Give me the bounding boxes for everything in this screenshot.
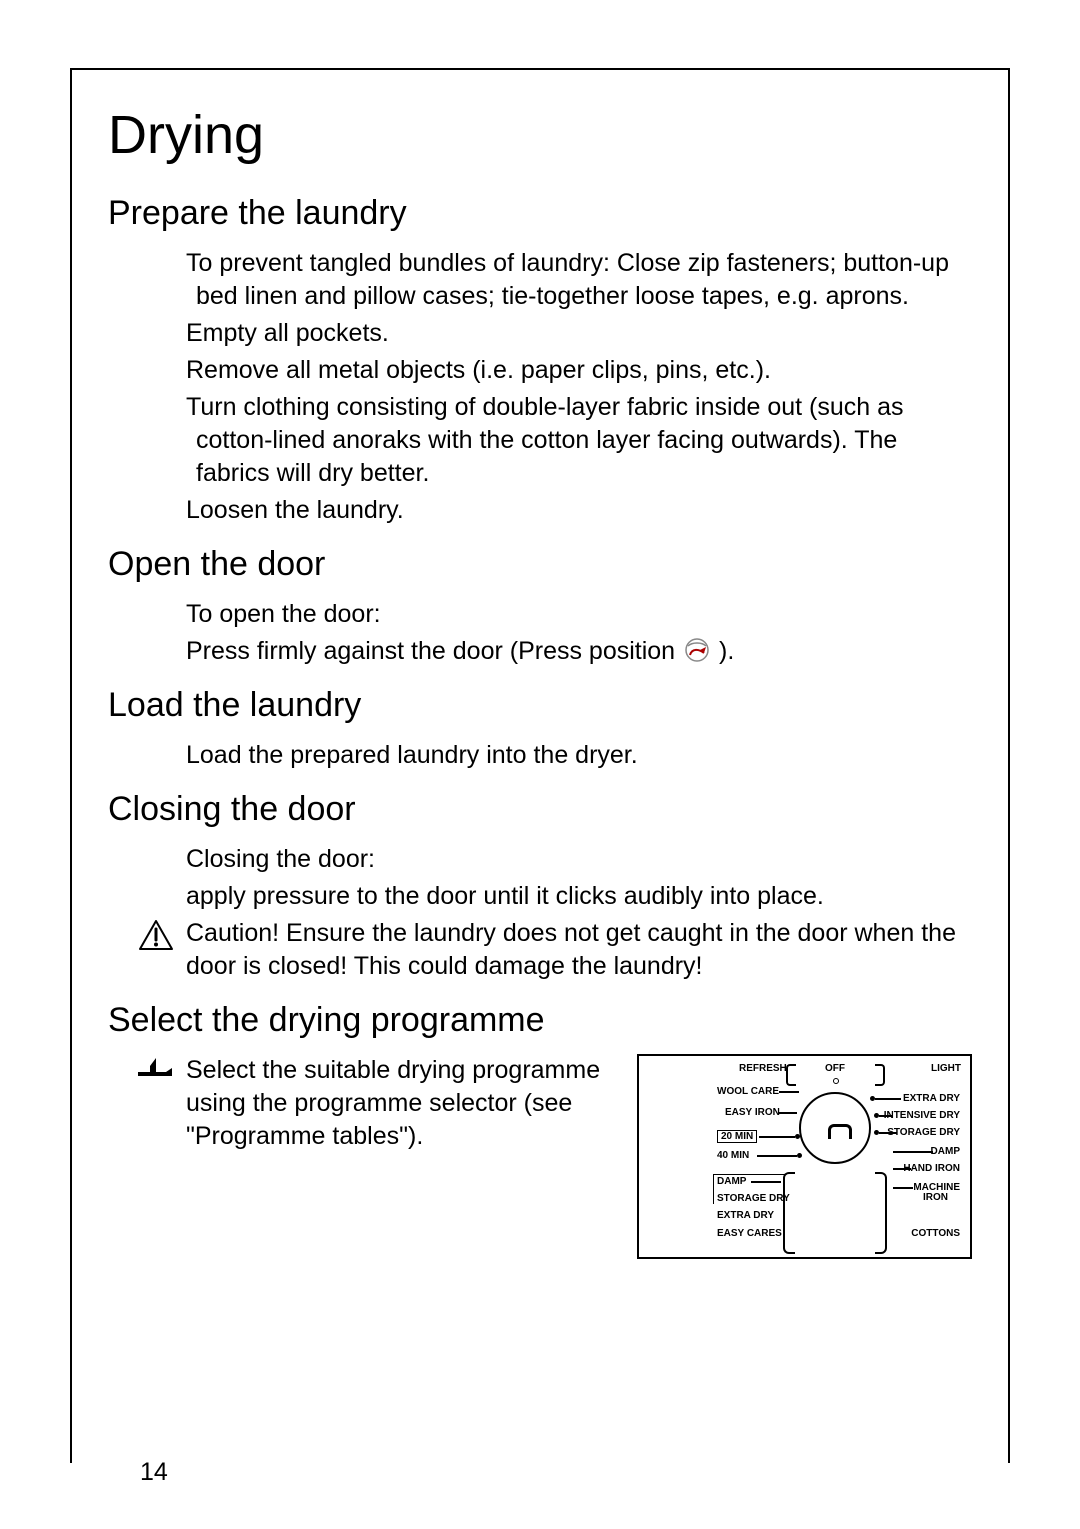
left-group-box	[713, 1174, 785, 1204]
dial-machine-2: IRON	[923, 1192, 948, 1203]
closing-p1: Closing the door:	[186, 843, 972, 876]
line-machine	[893, 1187, 913, 1189]
dial-easy-cares: EASY CARES	[717, 1228, 782, 1239]
caution-block: Caution! Ensure the laundry does not get…	[108, 917, 972, 983]
knob-indicator	[833, 1078, 839, 1084]
closing-body: Closing the door: apply pressure to the …	[108, 843, 972, 913]
press-position-icon	[682, 637, 712, 663]
dial-wool-care: WOOL CARE	[717, 1086, 779, 1097]
dial-light: LIGHT	[931, 1063, 961, 1074]
line-damp-r	[893, 1151, 933, 1153]
line-intensive	[879, 1115, 893, 1117]
open-body: To open the door: Press firmly against t…	[108, 598, 972, 668]
selector-knob	[799, 1092, 871, 1164]
closing-p2: apply pressure to the door until it clic…	[186, 880, 972, 913]
page-title: Drying	[108, 104, 972, 166]
load-body: Load the prepared laundry into the dryer…	[108, 739, 972, 772]
open-p2-post: ).	[719, 637, 734, 665]
dial-damp-r: DAMP	[931, 1146, 960, 1157]
dial-extra-l: EXTRA DRY	[717, 1210, 774, 1221]
line-40	[757, 1155, 797, 1157]
open-p1: To open the door:	[186, 598, 972, 631]
heading-closing: Closing the door	[108, 790, 972, 829]
dial-refresh: REFRESH	[739, 1063, 787, 1074]
select-step: Select the suitable drying programme usi…	[108, 1054, 625, 1153]
line-20	[759, 1136, 795, 1138]
prepare-p4: Turn clothing consisting of double-layer…	[186, 391, 972, 490]
dial-easy-iron: EASY IRON	[725, 1107, 780, 1118]
dial-off: OFF	[825, 1063, 845, 1074]
open-p2: Press firmly against the door (Press pos…	[186, 635, 972, 668]
dial-storage-r: STORAGE DRY	[887, 1127, 960, 1138]
heading-open: Open the door	[108, 545, 972, 584]
caution-text: Caution! Ensure the laundry does not get…	[186, 917, 972, 983]
line-extra-r	[875, 1098, 901, 1100]
prepare-p2: Empty all pockets.	[186, 317, 972, 350]
bracket-bottom-right	[875, 1172, 887, 1254]
open-p2-pre: Press firmly against the door (Press pos…	[186, 637, 682, 665]
page-number: 14	[140, 1458, 168, 1487]
dial-intensive: INTENSIVE DRY	[884, 1110, 960, 1121]
line-handiron	[893, 1168, 911, 1170]
heading-prepare: Prepare the laundry	[108, 194, 972, 233]
prepare-body: To prevent tangled bundles of laundry: C…	[108, 247, 972, 527]
dial-20min: 20 MIN	[717, 1130, 757, 1143]
dial-cottons: COTTONS	[911, 1228, 960, 1239]
heading-select: Select the drying programme	[108, 1001, 972, 1040]
prepare-p1: To prevent tangled bundles of laundry: C…	[186, 247, 972, 313]
line-wool	[779, 1091, 799, 1093]
bracket-top-left	[786, 1064, 796, 1086]
line-storage-r	[879, 1132, 897, 1134]
dial-40min: 40 MIN	[717, 1150, 749, 1161]
load-p1: Load the prepared laundry into the dryer…	[186, 739, 972, 772]
prepare-p5: Loosen the laundry.	[186, 494, 972, 527]
bracket-top-right	[875, 1064, 885, 1086]
hand-pointer-icon	[136, 1056, 176, 1082]
heading-load: Load the laundry	[108, 686, 972, 725]
dial-hand-iron: HAND IRON	[903, 1163, 960, 1174]
line-easyiron	[779, 1112, 797, 1114]
warning-icon	[138, 919, 174, 951]
dial-extra-r: EXTRA DRY	[903, 1093, 960, 1104]
programme-selector-diagram: REFRESH OFF LIGHT WOOL CARE EASY IRON 20…	[637, 1054, 972, 1259]
select-p1: Select the suitable drying programme usi…	[186, 1054, 625, 1153]
prepare-p3: Remove all metal objects (i.e. paper cli…	[186, 354, 972, 387]
